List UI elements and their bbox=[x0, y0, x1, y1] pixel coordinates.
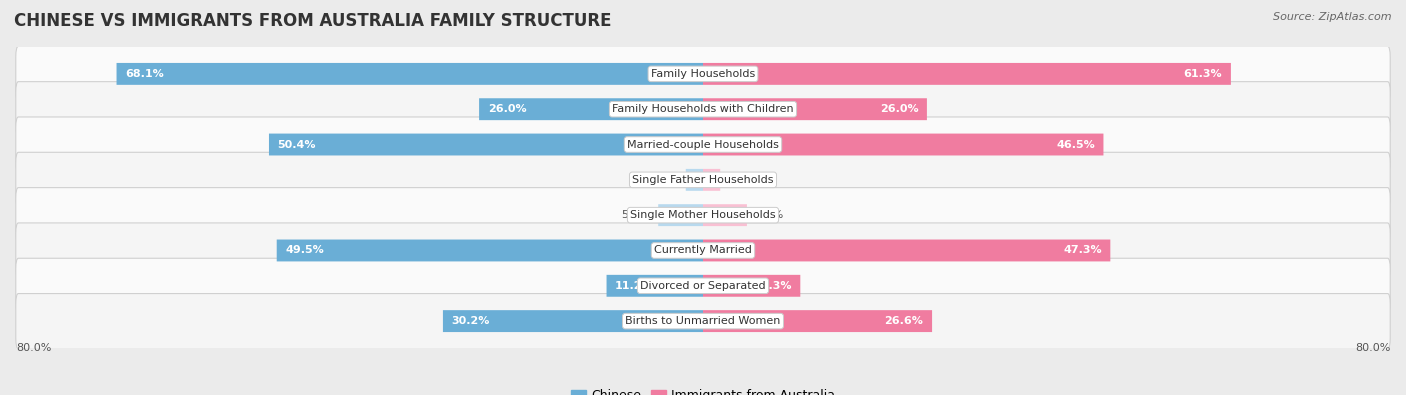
FancyBboxPatch shape bbox=[686, 169, 703, 191]
FancyBboxPatch shape bbox=[15, 188, 1391, 243]
FancyBboxPatch shape bbox=[658, 204, 703, 226]
FancyBboxPatch shape bbox=[606, 275, 703, 297]
Text: Source: ZipAtlas.com: Source: ZipAtlas.com bbox=[1274, 12, 1392, 22]
FancyBboxPatch shape bbox=[15, 152, 1391, 207]
FancyBboxPatch shape bbox=[15, 46, 1391, 102]
Text: 47.3%: 47.3% bbox=[1063, 245, 1102, 256]
Text: 5.2%: 5.2% bbox=[621, 210, 650, 220]
Text: 68.1%: 68.1% bbox=[125, 69, 165, 79]
Text: 11.3%: 11.3% bbox=[754, 281, 792, 291]
FancyBboxPatch shape bbox=[15, 293, 1391, 349]
Text: 46.5%: 46.5% bbox=[1056, 139, 1095, 150]
FancyBboxPatch shape bbox=[703, 204, 747, 226]
Text: Births to Unmarried Women: Births to Unmarried Women bbox=[626, 316, 780, 326]
Text: Single Father Households: Single Father Households bbox=[633, 175, 773, 185]
Text: 11.2%: 11.2% bbox=[616, 281, 654, 291]
Text: Divorced or Separated: Divorced or Separated bbox=[640, 281, 766, 291]
Text: 26.0%: 26.0% bbox=[488, 104, 526, 114]
FancyBboxPatch shape bbox=[703, 169, 720, 191]
FancyBboxPatch shape bbox=[479, 98, 703, 120]
FancyBboxPatch shape bbox=[269, 134, 703, 156]
FancyBboxPatch shape bbox=[443, 310, 703, 332]
FancyBboxPatch shape bbox=[703, 134, 1104, 156]
Text: 26.6%: 26.6% bbox=[884, 316, 924, 326]
Text: CHINESE VS IMMIGRANTS FROM AUSTRALIA FAMILY STRUCTURE: CHINESE VS IMMIGRANTS FROM AUSTRALIA FAM… bbox=[14, 12, 612, 30]
FancyBboxPatch shape bbox=[117, 63, 703, 85]
Text: Married-couple Households: Married-couple Households bbox=[627, 139, 779, 150]
FancyBboxPatch shape bbox=[15, 258, 1391, 313]
FancyBboxPatch shape bbox=[703, 98, 927, 120]
Text: Family Households: Family Households bbox=[651, 69, 755, 79]
FancyBboxPatch shape bbox=[703, 239, 1111, 261]
Text: Family Households with Children: Family Households with Children bbox=[612, 104, 794, 114]
FancyBboxPatch shape bbox=[277, 239, 703, 261]
Text: 80.0%: 80.0% bbox=[1355, 342, 1391, 353]
Text: 80.0%: 80.0% bbox=[15, 342, 51, 353]
FancyBboxPatch shape bbox=[15, 82, 1391, 137]
Legend: Chinese, Immigrants from Australia: Chinese, Immigrants from Australia bbox=[567, 384, 839, 395]
Text: 49.5%: 49.5% bbox=[285, 245, 323, 256]
Text: 5.1%: 5.1% bbox=[755, 210, 783, 220]
Text: 2.0%: 2.0% bbox=[648, 175, 678, 185]
FancyBboxPatch shape bbox=[15, 117, 1391, 172]
FancyBboxPatch shape bbox=[703, 275, 800, 297]
Text: 26.0%: 26.0% bbox=[880, 104, 918, 114]
Text: Currently Married: Currently Married bbox=[654, 245, 752, 256]
Text: 50.4%: 50.4% bbox=[277, 139, 316, 150]
Text: 2.0%: 2.0% bbox=[728, 175, 758, 185]
Text: Single Mother Households: Single Mother Households bbox=[630, 210, 776, 220]
Text: 61.3%: 61.3% bbox=[1184, 69, 1222, 79]
FancyBboxPatch shape bbox=[703, 63, 1230, 85]
Text: 30.2%: 30.2% bbox=[451, 316, 489, 326]
FancyBboxPatch shape bbox=[703, 310, 932, 332]
FancyBboxPatch shape bbox=[15, 223, 1391, 278]
